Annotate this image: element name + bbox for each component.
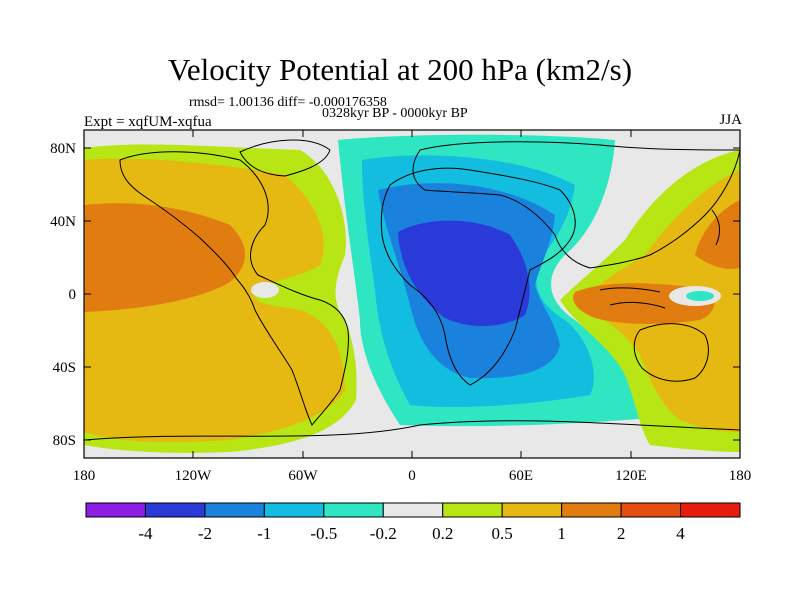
y-tick-label: 40S [53, 360, 76, 376]
colorbar-label: 1 [557, 524, 566, 543]
season-label: JJA [719, 112, 742, 128]
period-label: 0328kyr BP - 0000kyr BP [322, 106, 468, 121]
x-tick-label: 60W [288, 468, 318, 484]
colorbar-label: 2 [617, 524, 626, 543]
x-tick-label: 60E [509, 468, 533, 484]
colorbar-swatch [442, 502, 503, 518]
y-tick-label: 80N [50, 141, 76, 157]
colorbar-swatch [501, 502, 563, 518]
map-field [84, 130, 740, 458]
contour-hole [251, 282, 279, 298]
colorbar-swatch [620, 502, 682, 518]
y-ticks [84, 147, 740, 441]
coastlines [84, 139, 740, 441]
colorbar-label: -0.2 [370, 524, 397, 543]
y-tick-label: 80S [53, 433, 76, 449]
colorbar-swatch [680, 502, 741, 518]
colorbar-swatch [561, 502, 622, 518]
colorbar-swatch [263, 502, 325, 518]
x-tick-label: 180 [729, 468, 752, 484]
x-ticks [83, 130, 741, 458]
colorbar-labels: -4 -2 -1 -0.5 -0.2 0.2 0.5 1 2 4 [138, 524, 685, 543]
colorbar-label: -0.5 [310, 524, 337, 543]
x-tick-label: 120W [175, 468, 213, 484]
colorbar-label: 0.5 [492, 524, 513, 543]
contour-fill-negative-pocket [686, 291, 714, 301]
colorbar-label: 4 [676, 524, 685, 543]
y-tick-label: 40N [50, 214, 76, 230]
x-tick-label: 0 [408, 468, 416, 484]
colorbar-swatch [382, 502, 444, 518]
colorbar-swatch [85, 502, 146, 518]
colorbar-swatch [323, 502, 384, 518]
x-tick-label: 120E [615, 468, 647, 484]
y-tick-label: 0 [69, 287, 77, 303]
colorbar-swatch [144, 502, 206, 518]
colorbar [85, 502, 741, 518]
stats-label: rmsd= 1.00136 diff= -0.000176358 [189, 95, 387, 110]
colorbar-label: -1 [257, 524, 271, 543]
contour-fill-1-2 [84, 203, 245, 312]
contour-fill-1-2-wnp [695, 200, 740, 269]
x-tick-labels: 180 120W 60W 0 60E 120E 180 [73, 468, 752, 484]
colorbar-label: -2 [198, 524, 212, 543]
y-tick-labels: 80N 40N 0 40S 80S [50, 141, 76, 449]
colorbar-label: -4 [138, 524, 153, 543]
x-tick-label: 180 [73, 468, 96, 484]
chart-title: Velocity Potential at 200 hPa (km2/s) [167, 52, 633, 87]
colorbar-label: 0.2 [432, 524, 453, 543]
colorbar-swatch [204, 502, 265, 518]
experiment-label: Expt = xqfUM-xqfua [84, 114, 212, 130]
contour-fill-neg4-neg2 [398, 220, 530, 326]
